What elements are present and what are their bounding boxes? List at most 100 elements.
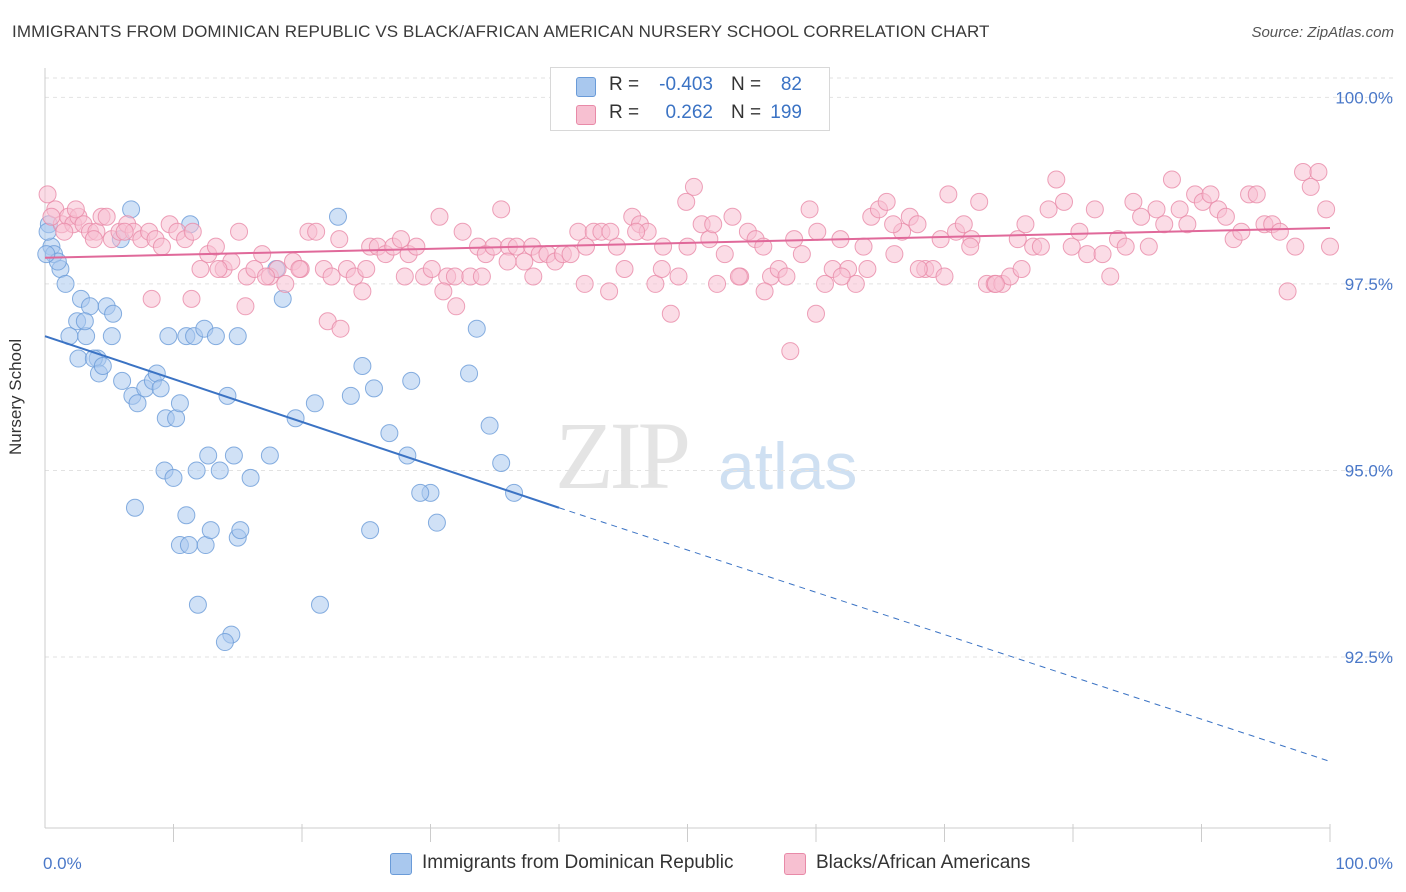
data-point xyxy=(104,304,123,323)
data-point xyxy=(600,282,619,301)
data-point xyxy=(678,237,697,256)
data-point xyxy=(661,304,680,323)
data-point xyxy=(627,222,646,241)
data-point xyxy=(445,267,464,286)
data-point xyxy=(125,498,144,517)
data-point xyxy=(1070,222,1089,241)
data-point xyxy=(854,237,873,256)
data-point xyxy=(515,252,534,271)
data-point xyxy=(1055,192,1074,211)
data-point xyxy=(55,222,74,241)
legend-n-value: 82 xyxy=(780,74,802,95)
data-point xyxy=(785,230,804,249)
data-point xyxy=(1047,170,1066,189)
data-point xyxy=(1286,237,1305,256)
data-point xyxy=(700,230,719,249)
data-point xyxy=(654,237,673,256)
data-point xyxy=(846,274,865,293)
legend-r-label: R = xyxy=(609,102,640,123)
data-point xyxy=(1016,215,1035,234)
data-point xyxy=(1317,200,1336,219)
data-point xyxy=(37,245,56,264)
data-point xyxy=(273,289,292,308)
data-point xyxy=(970,192,989,211)
data-point xyxy=(322,267,341,286)
data-point xyxy=(1155,215,1174,234)
data-point xyxy=(77,327,96,346)
data-point xyxy=(286,409,305,428)
data-point xyxy=(97,207,116,226)
data-point xyxy=(152,237,171,256)
data-point xyxy=(84,230,103,249)
data-point xyxy=(931,230,950,249)
data-point xyxy=(380,424,399,443)
data-point xyxy=(715,245,734,264)
data-point xyxy=(1147,200,1166,219)
data-point xyxy=(1085,200,1104,219)
legend-r-value: -0.403 xyxy=(659,74,713,95)
watermark-atlas: atlas xyxy=(718,429,858,503)
data-point xyxy=(832,267,851,286)
data-point xyxy=(807,304,825,323)
data-point xyxy=(102,327,121,346)
data-point xyxy=(472,267,491,286)
data-point xyxy=(1321,237,1339,256)
x-tick-label: 100.0% xyxy=(1335,854,1393,873)
data-point xyxy=(209,260,228,279)
data-point xyxy=(561,245,580,264)
data-point xyxy=(723,207,742,226)
data-point xyxy=(182,289,201,308)
data-point xyxy=(460,364,479,383)
legend-row-black: R = 0.262 N = 199 xyxy=(551,102,829,128)
data-point xyxy=(353,356,372,375)
data-point xyxy=(199,446,218,465)
data-point xyxy=(467,319,486,338)
data-point xyxy=(815,274,834,293)
data-point xyxy=(524,267,543,286)
data-point xyxy=(939,185,958,204)
y-tick-label: 95.0% xyxy=(1345,461,1393,480)
data-point xyxy=(395,267,414,286)
data-point xyxy=(569,222,588,241)
correlation-legend: R = -0.403 N = 82 R = 0.262 N = 199 xyxy=(550,67,830,131)
data-point xyxy=(1008,230,1027,249)
data-point xyxy=(792,245,811,264)
data-point xyxy=(307,222,326,241)
legend-row-dominican: R = -0.403 N = 82 xyxy=(551,74,829,100)
data-point xyxy=(1031,237,1050,256)
data-point xyxy=(754,237,773,256)
data-point xyxy=(206,237,225,256)
data-point xyxy=(402,371,421,390)
data-point xyxy=(210,461,229,480)
data-point xyxy=(954,215,973,234)
data-point xyxy=(808,222,827,241)
data-point xyxy=(142,289,161,308)
data-point xyxy=(188,595,207,614)
data-point xyxy=(576,237,595,256)
data-point xyxy=(646,274,665,293)
series-black xyxy=(38,163,1339,361)
data-point xyxy=(1139,237,1158,256)
data-point xyxy=(1078,245,1097,264)
data-point xyxy=(122,200,141,219)
watermark-zip: ZIP xyxy=(555,402,691,509)
data-point xyxy=(231,521,250,540)
data-point xyxy=(1093,245,1112,264)
data-point xyxy=(407,237,426,256)
data-point xyxy=(909,260,928,279)
data-point xyxy=(276,274,295,293)
data-point xyxy=(1132,207,1151,226)
data-point xyxy=(330,230,349,249)
data-point xyxy=(398,446,417,465)
data-point xyxy=(187,461,206,480)
data-point xyxy=(1012,260,1031,279)
data-point xyxy=(1062,237,1081,256)
data-point xyxy=(1270,222,1289,241)
bottom-legend-swatch-blue xyxy=(390,853,412,875)
data-point xyxy=(777,267,796,286)
data-point xyxy=(704,215,723,234)
source-label: Source: ZipAtlas.com xyxy=(1251,24,1394,41)
data-point xyxy=(858,260,877,279)
data-point xyxy=(430,207,449,226)
